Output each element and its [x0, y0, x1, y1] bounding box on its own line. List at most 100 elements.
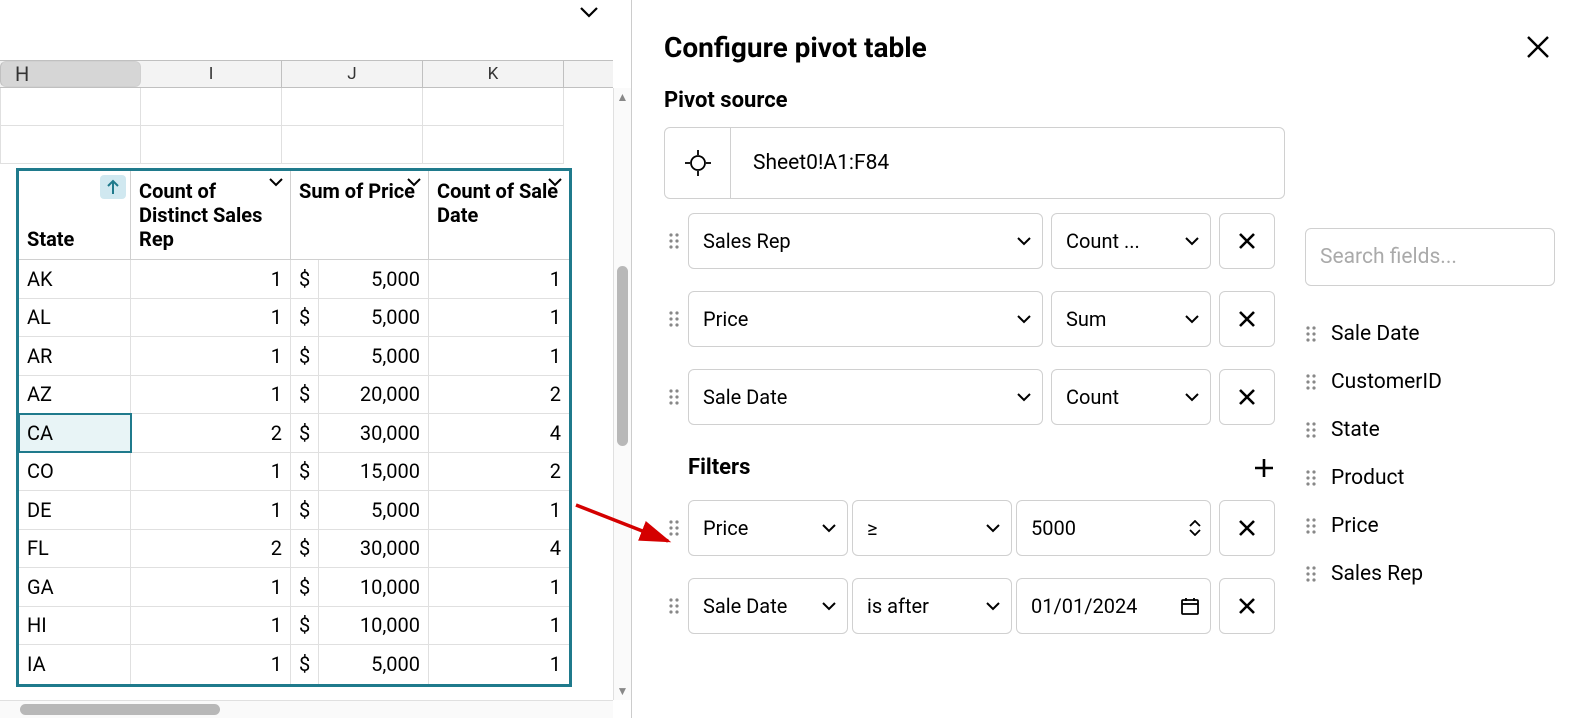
- pivot-cell-price[interactable]: 15,000: [319, 453, 429, 491]
- column-header[interactable]: J: [282, 61, 423, 87]
- pivot-cell-state[interactable]: IA: [19, 645, 131, 684]
- pivot-header-count-date[interactable]: Count of Sale Date: [429, 171, 569, 259]
- pivot-cell-price[interactable]: 5,000: [319, 491, 429, 529]
- remove-filter-button[interactable]: [1219, 500, 1275, 556]
- available-field[interactable]: Product: [1305, 454, 1555, 502]
- drag-handle[interactable]: [1305, 469, 1317, 487]
- pivot-cell-price[interactable]: 5,000: [319, 260, 429, 298]
- pivot-cell-state[interactable]: GA: [19, 568, 131, 606]
- date-picker-button[interactable]: [1180, 596, 1200, 616]
- pivot-source-value[interactable]: Sheet0!A1:F84: [731, 151, 1284, 175]
- value-field-select[interactable]: Sales Rep: [688, 213, 1043, 269]
- available-field[interactable]: State: [1305, 406, 1555, 454]
- filter-value-input[interactable]: 01/01/2024: [1016, 578, 1211, 634]
- pivot-cell-count-rep[interactable]: 1: [131, 568, 291, 606]
- search-fields-input[interactable]: [1320, 245, 1540, 269]
- value-agg-select[interactable]: Count: [1051, 369, 1211, 425]
- pivot-table[interactable]: State Count of Distinct Sales Rep Sum of…: [16, 168, 572, 687]
- source-picker-button[interactable]: [665, 128, 731, 198]
- scroll-thumb[interactable]: [617, 266, 628, 446]
- pivot-cell-count-date[interactable]: 2: [429, 453, 569, 491]
- pivot-cell-count-rep[interactable]: 1: [131, 376, 291, 414]
- pivot-cell-count-rep[interactable]: 1: [131, 607, 291, 645]
- scroll-thumb[interactable]: [20, 704, 220, 715]
- pivot-cell-count-rep[interactable]: 1: [131, 453, 291, 491]
- filter-value-input[interactable]: 5000: [1016, 500, 1211, 556]
- pivot-cell-state[interactable]: AR: [19, 337, 131, 375]
- available-field[interactable]: Sales Rep: [1305, 550, 1555, 598]
- pivot-cell-price[interactable]: 5,000: [319, 299, 429, 337]
- drag-handle[interactable]: [1305, 517, 1317, 535]
- pivot-cell-count-date[interactable]: 1: [429, 607, 569, 645]
- dropdown-caret[interactable]: [406, 177, 422, 187]
- pivot-cell-count-rep[interactable]: 1: [131, 337, 291, 375]
- pivot-cell-count-rep[interactable]: 1: [131, 260, 291, 298]
- filter-operator-select[interactable]: ≥: [852, 500, 1012, 556]
- pivot-row[interactable]: IA1$5,0001: [19, 645, 569, 684]
- pivot-row[interactable]: CA2$30,0004: [19, 414, 569, 453]
- available-field[interactable]: Sale Date: [1305, 310, 1555, 358]
- filter-field-select[interactable]: Sale Date: [688, 578, 848, 634]
- horizontal-scrollbar[interactable]: [0, 700, 613, 718]
- pivot-cell-state[interactable]: DE: [19, 491, 131, 529]
- pivot-cell-count-rep[interactable]: 2: [131, 414, 291, 452]
- scroll-down-arrow[interactable]: ▼: [614, 682, 631, 700]
- pivot-cell-price[interactable]: 30,000: [319, 414, 429, 452]
- pivot-cell-count-date[interactable]: 4: [429, 530, 569, 568]
- pivot-cell-count-date[interactable]: 1: [429, 568, 569, 606]
- close-button[interactable]: [1521, 30, 1555, 64]
- column-header[interactable]: K: [423, 61, 564, 87]
- drag-handle[interactable]: [1305, 565, 1317, 583]
- pivot-cell-count-date[interactable]: 1: [429, 299, 569, 337]
- available-field[interactable]: Price: [1305, 502, 1555, 550]
- value-field-select[interactable]: Sale Date: [688, 369, 1043, 425]
- dropdown-caret[interactable]: [268, 177, 284, 187]
- pivot-cell-price[interactable]: 30,000: [319, 530, 429, 568]
- drag-handle[interactable]: [664, 597, 684, 615]
- remove-field-button[interactable]: [1219, 291, 1275, 347]
- drag-handle[interactable]: [1305, 325, 1317, 343]
- column-header[interactable]: H: [0, 61, 141, 87]
- drag-handle[interactable]: [1305, 373, 1317, 391]
- pivot-cell-count-rep[interactable]: 1: [131, 299, 291, 337]
- column-header[interactable]: I: [141, 61, 282, 87]
- pivot-cell-count-rep[interactable]: 2: [131, 530, 291, 568]
- pivot-cell-state[interactable]: AZ: [19, 376, 131, 414]
- pivot-cell-price[interactable]: 10,000: [319, 568, 429, 606]
- remove-field-button[interactable]: [1219, 369, 1275, 425]
- pivot-row[interactable]: AZ1$20,0002: [19, 376, 569, 415]
- pivot-row[interactable]: CO1$15,0002: [19, 453, 569, 492]
- pivot-cell-count-rep[interactable]: 1: [131, 645, 291, 684]
- collapse-chevron[interactable]: [571, 0, 607, 24]
- search-fields-box[interactable]: [1305, 228, 1555, 286]
- pivot-header-state[interactable]: State: [19, 171, 131, 259]
- drag-handle[interactable]: [1305, 421, 1317, 439]
- pivot-row[interactable]: AL1$5,0001: [19, 299, 569, 338]
- value-agg-select[interactable]: Count ...: [1051, 213, 1211, 269]
- pivot-cell-state[interactable]: HI: [19, 607, 131, 645]
- pivot-row[interactable]: GA1$10,0001: [19, 568, 569, 607]
- remove-field-button[interactable]: [1219, 213, 1275, 269]
- filter-operator-select[interactable]: is after: [852, 578, 1012, 634]
- pivot-header-count-rep[interactable]: Count of Distinct Sales Rep: [131, 171, 291, 259]
- pivot-cell-count-date[interactable]: 1: [429, 260, 569, 298]
- scroll-up-arrow[interactable]: ▲: [614, 88, 631, 106]
- dropdown-caret[interactable]: [547, 177, 563, 187]
- pivot-cell-price[interactable]: 10,000: [319, 607, 429, 645]
- pivot-row[interactable]: DE1$5,0001: [19, 491, 569, 530]
- pivot-cell-state[interactable]: CA: [19, 414, 131, 452]
- filter-field-select[interactable]: Price: [688, 500, 848, 556]
- pivot-cell-price[interactable]: 5,000: [319, 645, 429, 684]
- pivot-row[interactable]: FL2$30,0004: [19, 530, 569, 569]
- pivot-header-sum-price[interactable]: Sum of Price: [291, 171, 429, 259]
- drag-handle[interactable]: [664, 519, 684, 537]
- pivot-cell-state[interactable]: AL: [19, 299, 131, 337]
- value-field-select[interactable]: Price: [688, 291, 1043, 347]
- pivot-cell-count-date[interactable]: 4: [429, 414, 569, 452]
- pivot-cell-price[interactable]: 20,000: [319, 376, 429, 414]
- value-agg-select[interactable]: Sum: [1051, 291, 1211, 347]
- pivot-row[interactable]: AK1$5,0001: [19, 260, 569, 299]
- pivot-cell-count-date[interactable]: 1: [429, 337, 569, 375]
- number-spinner[interactable]: [1188, 520, 1202, 536]
- pivot-cell-count-date[interactable]: 1: [429, 645, 569, 684]
